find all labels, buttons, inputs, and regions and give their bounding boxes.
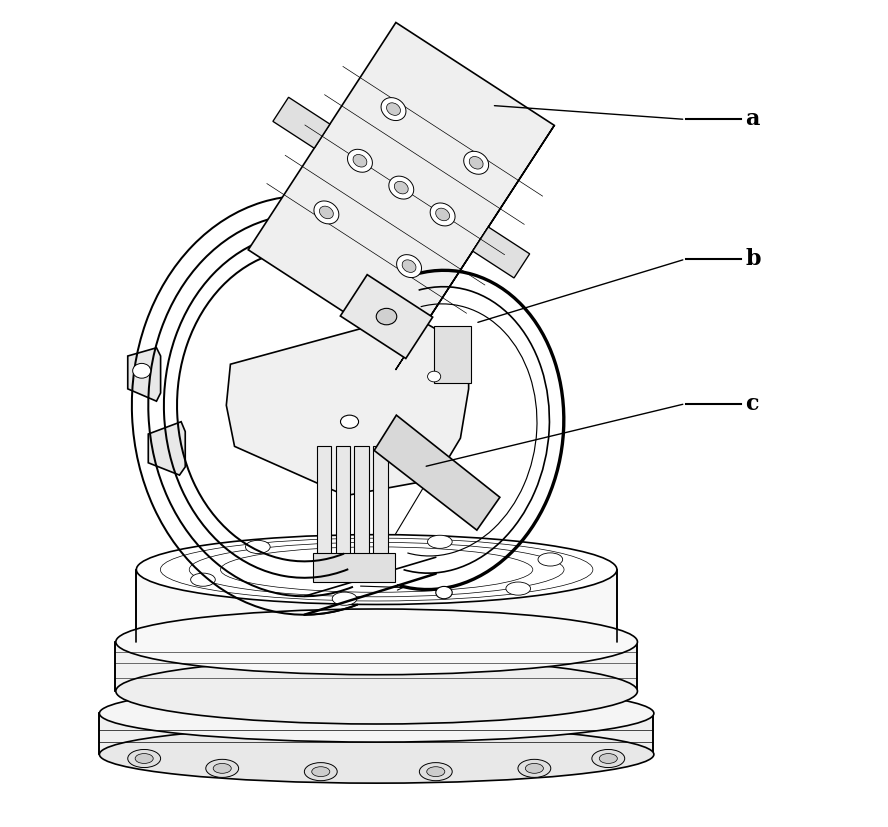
Ellipse shape (526, 763, 543, 773)
Ellipse shape (115, 609, 638, 675)
Ellipse shape (436, 586, 452, 599)
Ellipse shape (332, 592, 357, 605)
Ellipse shape (592, 749, 625, 767)
Ellipse shape (599, 753, 617, 763)
Ellipse shape (128, 749, 161, 767)
Ellipse shape (99, 725, 654, 783)
Polygon shape (136, 570, 616, 642)
Polygon shape (128, 348, 161, 401)
Ellipse shape (245, 540, 270, 553)
Ellipse shape (394, 181, 408, 194)
Ellipse shape (427, 767, 445, 777)
Ellipse shape (518, 759, 551, 777)
Polygon shape (115, 642, 637, 691)
Ellipse shape (377, 308, 397, 325)
Ellipse shape (402, 260, 416, 272)
Ellipse shape (135, 753, 154, 763)
Text: b: b (745, 248, 761, 270)
Polygon shape (373, 447, 388, 566)
Polygon shape (273, 98, 329, 148)
Ellipse shape (427, 371, 440, 382)
Polygon shape (336, 447, 351, 566)
Polygon shape (148, 422, 186, 475)
Ellipse shape (430, 203, 455, 226)
Ellipse shape (389, 176, 414, 199)
Ellipse shape (464, 151, 488, 174)
Ellipse shape (99, 685, 654, 742)
Polygon shape (374, 415, 500, 530)
Polygon shape (317, 447, 331, 566)
Ellipse shape (397, 255, 422, 278)
Polygon shape (249, 22, 554, 353)
Ellipse shape (305, 762, 337, 781)
Ellipse shape (312, 767, 329, 777)
Ellipse shape (386, 103, 400, 116)
Polygon shape (313, 553, 394, 582)
Ellipse shape (469, 156, 483, 169)
Text: a: a (745, 108, 760, 131)
Polygon shape (433, 326, 471, 383)
Ellipse shape (353, 155, 367, 167)
Ellipse shape (115, 658, 638, 724)
Ellipse shape (137, 535, 617, 605)
Ellipse shape (314, 201, 339, 224)
Ellipse shape (191, 573, 215, 586)
Polygon shape (99, 714, 654, 754)
Ellipse shape (427, 535, 452, 548)
Ellipse shape (340, 415, 359, 428)
Ellipse shape (320, 206, 333, 218)
Ellipse shape (132, 363, 151, 378)
Ellipse shape (436, 208, 449, 221)
Ellipse shape (538, 553, 563, 566)
Ellipse shape (381, 98, 406, 121)
Ellipse shape (506, 582, 530, 595)
Ellipse shape (213, 763, 231, 773)
Polygon shape (340, 275, 432, 358)
Polygon shape (226, 315, 469, 495)
Ellipse shape (347, 150, 372, 172)
Polygon shape (354, 447, 369, 566)
Polygon shape (395, 126, 554, 370)
Ellipse shape (419, 762, 452, 781)
Polygon shape (472, 227, 529, 278)
Ellipse shape (206, 759, 239, 777)
Text: c: c (745, 393, 759, 414)
